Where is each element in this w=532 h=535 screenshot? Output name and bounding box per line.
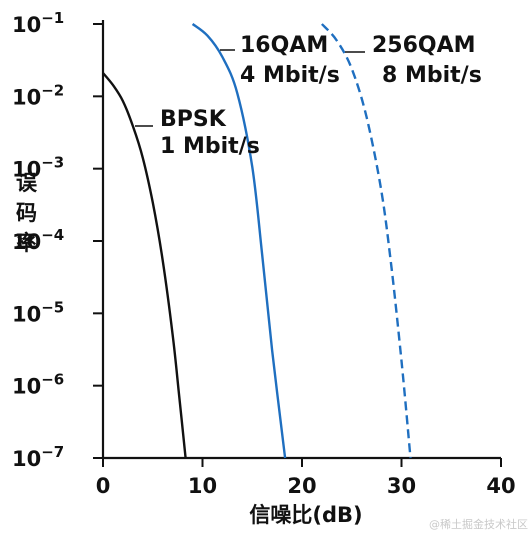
y-tick-label: 10−7 [12,443,64,471]
series-label-16qam: 16QAM [240,33,328,58]
x-tick-label: 20 [287,474,316,498]
x-tick-label: 0 [96,474,111,498]
y-tick-label: 10−4 [12,226,64,254]
x-tick-label: 40 [486,474,515,498]
series-label-bpsk: BPSK [160,107,227,132]
y-ticks: 10−1 10−2 10−3 10−4 10−5 10−6 10−7 [12,9,103,471]
y-tick-label: 10−3 [12,154,64,182]
series-line-256qam [321,23,412,459]
series-label-bpsk: 1 Mbit/s [160,134,260,159]
x-axis-title: 信噪比(dB) [249,503,362,527]
y-axis-title: 误码率 [16,171,38,255]
y-tick-label: 10−6 [12,371,64,399]
x-ticks: 0 10 20 30 40 [96,458,516,498]
x-tick-label: 10 [188,474,217,498]
x-tick-label: 30 [387,474,416,498]
series-label-256qam: 256QAM [372,33,476,58]
y-tick-label: 10−2 [12,81,64,109]
series-line-16qam [191,23,287,459]
series-lines [102,23,412,459]
y-tick-label: 10−5 [12,298,64,326]
watermark: @稀土掘金技术社区 [429,517,528,531]
y-tick-label: 10−1 [12,9,64,37]
series-label-256qam: 8 Mbit/s [382,63,482,88]
series-label-16qam: 4 Mbit/s [240,63,340,88]
series-line-bpsk [102,72,187,459]
